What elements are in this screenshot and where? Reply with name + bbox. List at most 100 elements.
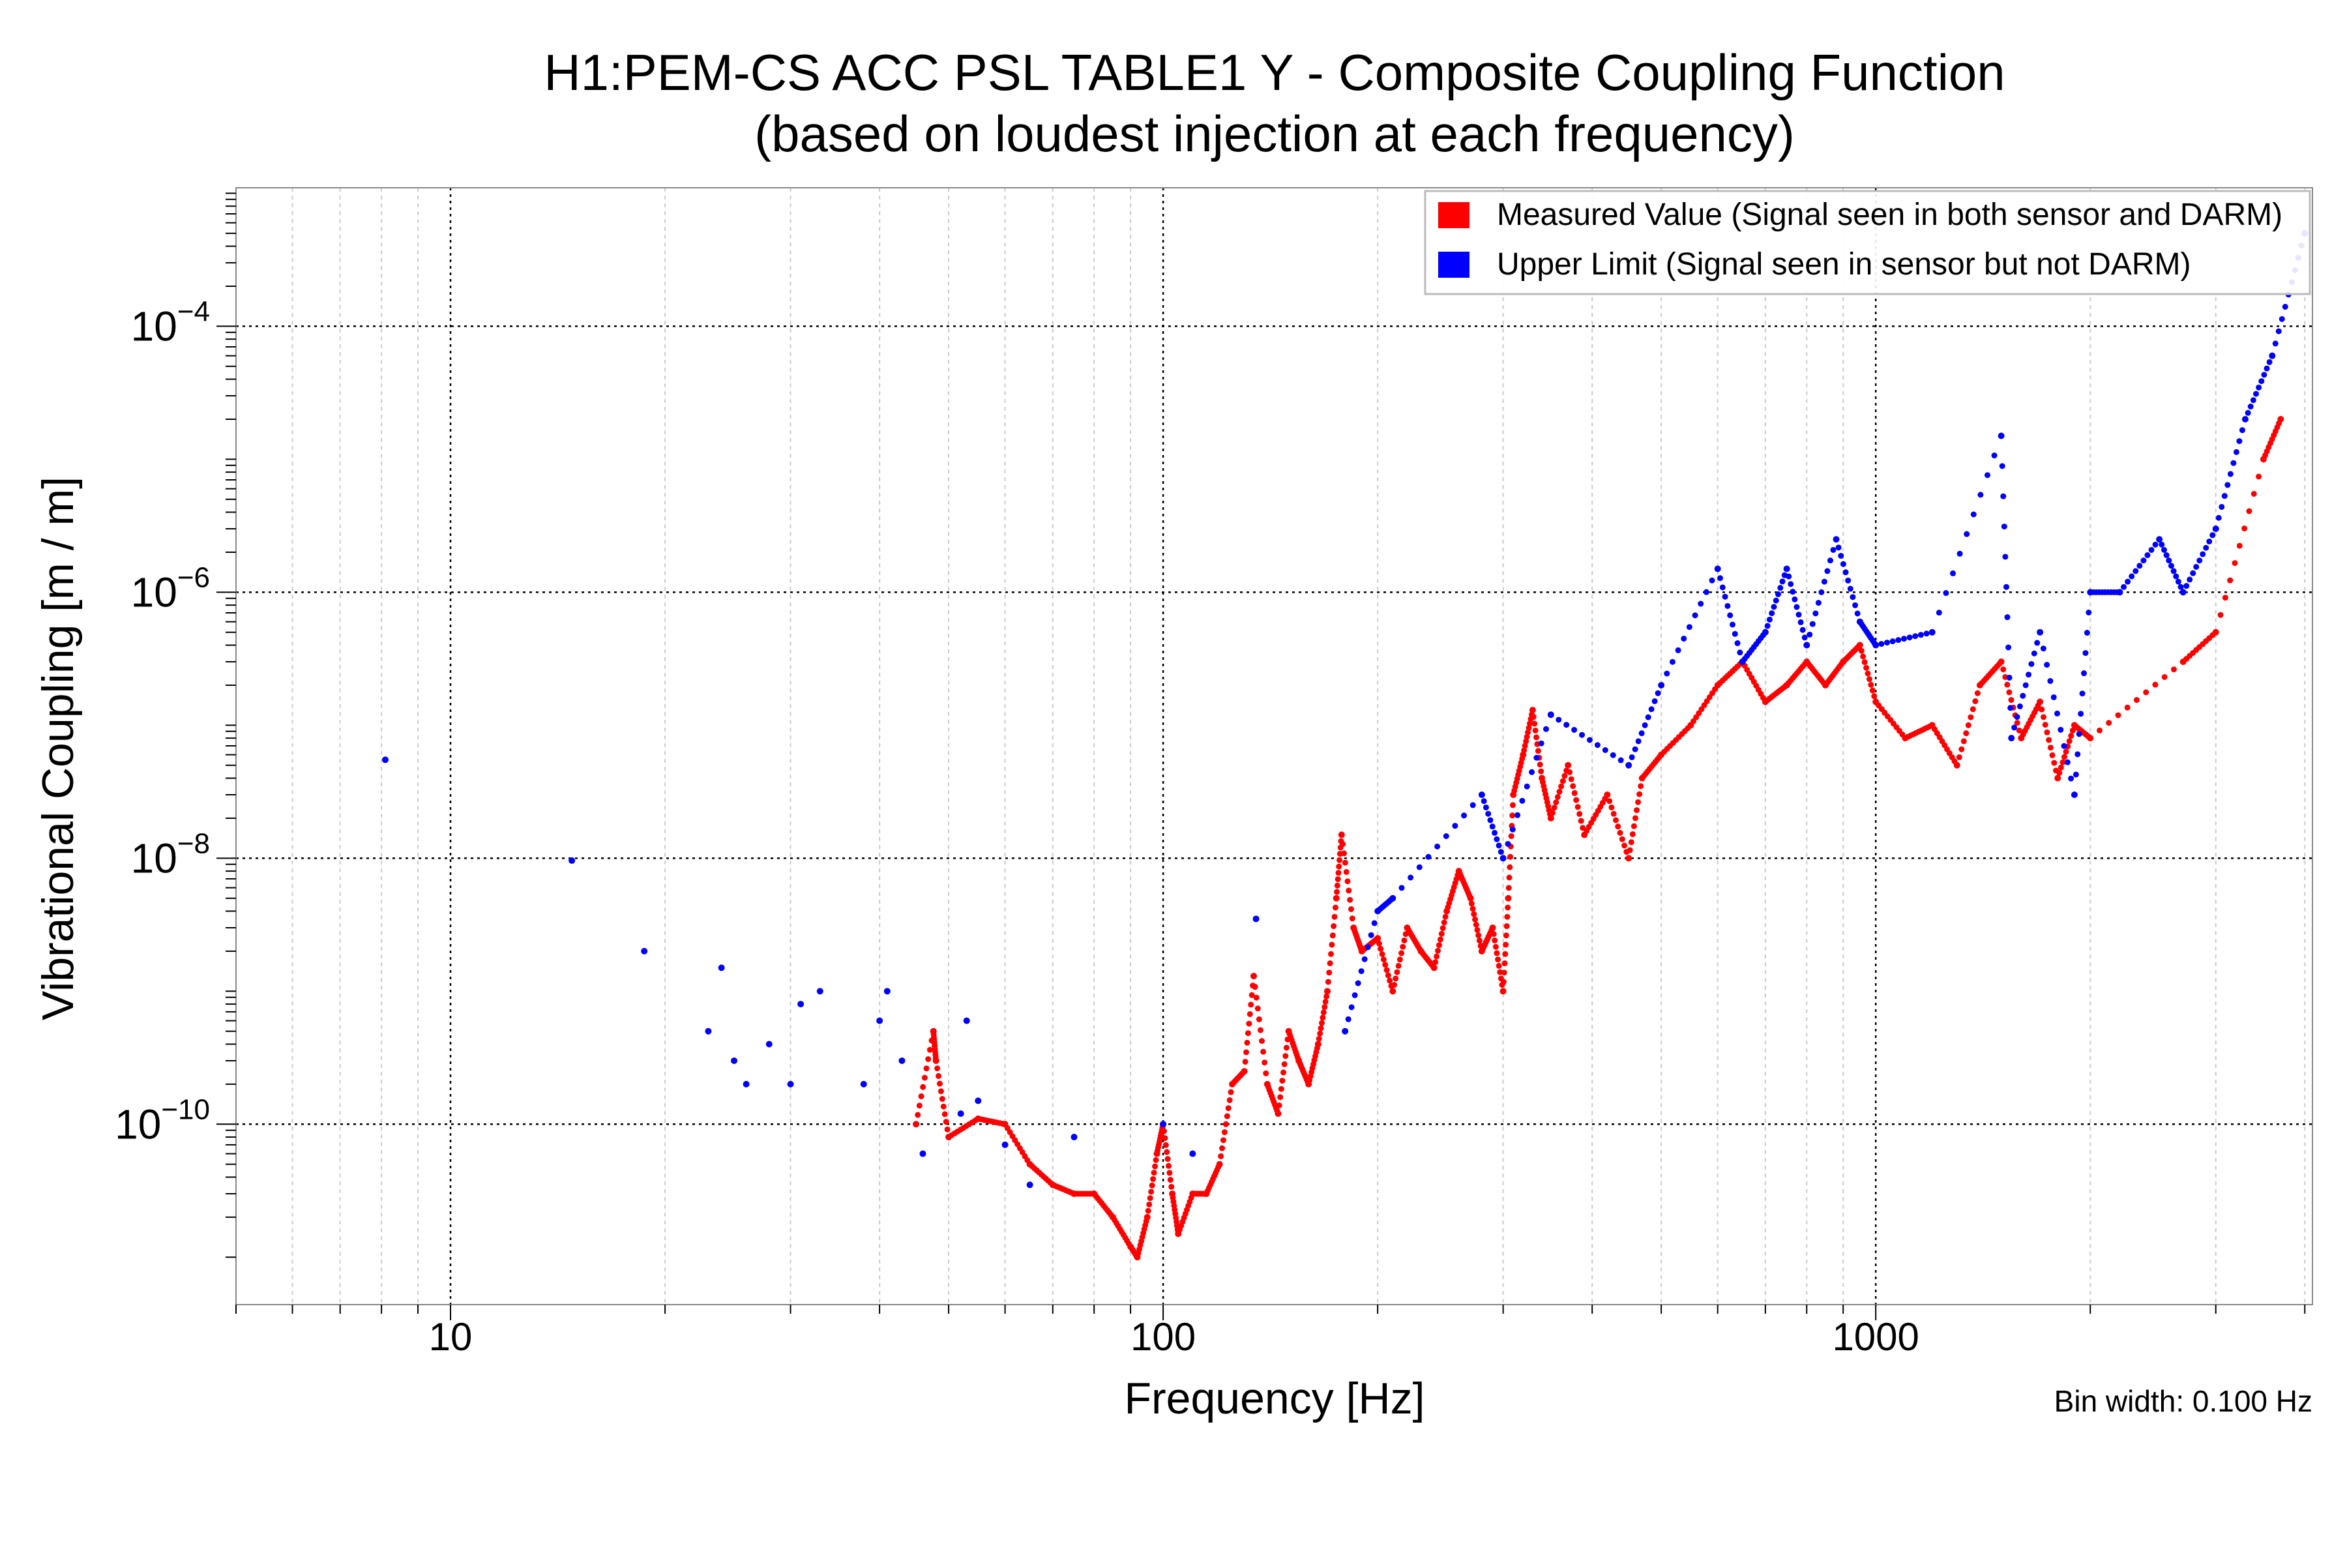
measured-point	[1277, 1094, 1284, 1101]
measured-point	[937, 1080, 943, 1087]
upper-limit-point	[2166, 557, 2172, 564]
upper-limit-point	[1001, 1141, 1009, 1148]
upper-limit-point	[1452, 823, 1458, 829]
x-axis-label: Frequency [Hz]	[1124, 1374, 1424, 1423]
measured-point	[2059, 759, 2066, 765]
grid	[235, 188, 2312, 1305]
measured-point	[2056, 769, 2063, 776]
upper-limit-point	[2050, 694, 2057, 700]
measured-point	[1505, 904, 1511, 911]
upper-limit-point	[2175, 578, 2181, 585]
plot-frame	[235, 187, 2313, 1305]
measured-point	[1391, 982, 1398, 988]
upper-limit-point	[1579, 732, 1586, 738]
upper-limit-point	[2269, 352, 2276, 359]
measured-point	[1432, 959, 1439, 966]
upper-limit-point	[382, 756, 389, 763]
measured-point	[1253, 994, 1260, 1001]
y-tick-exponent: −8	[177, 827, 210, 859]
measured-point	[1147, 1195, 1153, 1202]
legend-box	[1424, 190, 2311, 295]
measured-point	[937, 1088, 944, 1095]
upper-limit-point	[1936, 610, 1942, 616]
upper-limit-point	[1830, 546, 1837, 553]
measured-point	[1503, 941, 1509, 948]
measured-point	[2046, 737, 2052, 743]
measured-point	[1506, 874, 1513, 881]
measured-point	[2042, 722, 2048, 728]
measured-point	[1551, 805, 1557, 811]
upper-limit-point	[2148, 546, 2155, 553]
measured-point	[2004, 681, 2011, 688]
upper-limit-point	[1970, 511, 1977, 518]
upper-limit-point	[2250, 397, 2256, 404]
upper-limit-point	[1651, 698, 1658, 705]
y-tick-base: 10	[115, 1101, 161, 1147]
measured-point	[1283, 1044, 1290, 1051]
measured-point	[1442, 913, 1449, 920]
measured-point	[1281, 1061, 1288, 1067]
measured-point	[1324, 988, 1331, 995]
upper-limit-point	[2163, 552, 2170, 559]
upper-limit-point	[1818, 589, 1825, 595]
upper-limit-point	[1906, 634, 1913, 641]
measured-point	[1278, 1086, 1284, 1092]
measured-point	[1523, 738, 1529, 745]
measured-point	[923, 1065, 930, 1072]
upper-limit-point	[1795, 612, 1802, 618]
measured-point	[1219, 1145, 1226, 1151]
measured-point	[1379, 951, 1385, 957]
measured-point	[1573, 797, 1580, 803]
measured-point	[2063, 748, 2069, 755]
measured-point	[1501, 969, 1507, 976]
measured-point	[2133, 697, 2140, 703]
upper-limit-point	[957, 1110, 964, 1117]
measured-point	[1244, 1039, 1250, 1046]
measured-point	[1319, 1020, 1325, 1026]
measured-point	[1166, 1162, 1172, 1169]
measured-point	[2096, 727, 2103, 733]
upper-limit-point	[1443, 833, 1449, 840]
measured-point	[1340, 841, 1346, 848]
upper-limit-point	[2040, 645, 2046, 652]
measured-point	[1256, 1016, 1262, 1022]
upper-limit-point	[1773, 597, 1779, 604]
measured-point	[1376, 940, 1382, 947]
measured-point	[1225, 1105, 1232, 1112]
upper-limit-point	[1365, 944, 1371, 951]
measured-point	[1398, 950, 1405, 956]
upper-limit-point	[1252, 915, 1260, 923]
measured-point	[1531, 720, 1538, 727]
upper-limit-point	[743, 1080, 750, 1087]
measured-point	[1438, 930, 1445, 937]
measured-point	[1346, 887, 1352, 894]
measured-point	[1956, 754, 1962, 760]
upper-limit-point	[2187, 576, 2193, 583]
upper-limit-point	[1547, 711, 1554, 718]
measured-point	[1527, 720, 1533, 727]
measured-point	[2222, 595, 2228, 601]
measured-point	[1333, 895, 1340, 902]
upper-limit-point	[2177, 584, 2184, 590]
upper-limit-point	[1803, 642, 1810, 649]
upper-limit-point	[1724, 602, 1731, 609]
upper-limit-point	[1524, 783, 1530, 790]
upper-limit-point	[1984, 472, 1990, 479]
legend-swatch-upper-limit	[1438, 252, 1469, 278]
upper-limit-point	[1833, 536, 1840, 543]
measured-point	[1606, 798, 1613, 805]
measured-point	[1634, 807, 1640, 814]
measured-point	[2051, 760, 2058, 766]
measured-point	[2037, 698, 2044, 705]
measured-point	[1259, 1038, 1265, 1044]
measured-point	[1490, 931, 1497, 938]
measured-point	[1617, 829, 1623, 836]
upper-limit-point	[1812, 610, 1819, 617]
upper-limit-point	[1737, 649, 1743, 656]
measured-point	[1467, 895, 1474, 902]
measured-point	[1526, 725, 1532, 732]
upper-limit-point	[1026, 1181, 1033, 1189]
measured-point	[1958, 746, 1965, 752]
measured-point	[1866, 676, 1872, 683]
measured-point	[2008, 697, 2015, 703]
